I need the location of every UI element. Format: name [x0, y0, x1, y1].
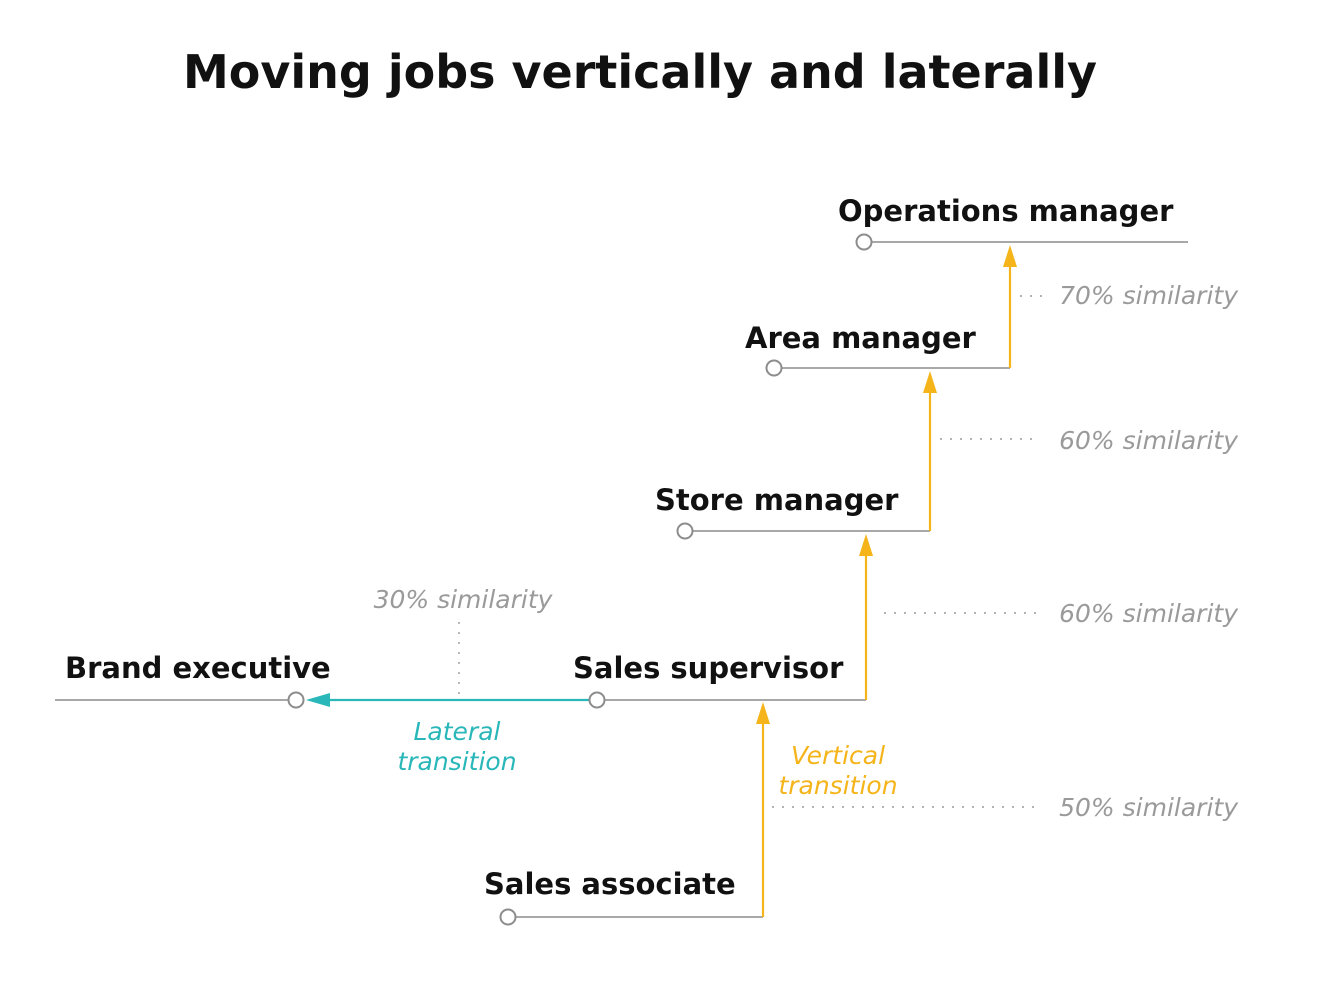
similarity-label-50: 50% similarity: [1059, 793, 1239, 822]
operations-manager-label: Operations manager: [838, 194, 1174, 228]
area-manager-label: Area manager: [745, 321, 977, 355]
lateral-transition-label-line2: transition: [397, 747, 516, 776]
operations-manager-node: [855, 233, 873, 251]
similarity-label-60-upper: 60% similarity: [1059, 426, 1239, 455]
store-manager-label: Store manager: [655, 483, 899, 517]
similarity-label-70: 70% similarity: [1059, 281, 1239, 310]
lateral-transition-label-line1: Lateral: [414, 717, 501, 746]
diagram-title: Moving jobs vertically and laterally: [183, 45, 1097, 99]
sales-associate-node: [499, 908, 517, 926]
store-manager-node: [676, 522, 694, 540]
sales-supervisor-label: Sales supervisor: [573, 651, 844, 685]
vertical-transition-label-line1: Vertical: [791, 741, 885, 770]
sales-associate-label: Sales associate: [484, 867, 736, 901]
similarity-label-30: 30% similarity: [374, 585, 554, 614]
vertical-arrowhead-4: [1003, 245, 1017, 267]
lateral-arrowhead: [306, 693, 330, 707]
vertical-arrowhead-1: [756, 702, 770, 724]
vertical-transition-label-line2: transition: [778, 771, 897, 800]
brand-executive-node: [287, 691, 305, 709]
area-manager-node: [765, 359, 783, 377]
sales-supervisor-node: [588, 691, 606, 709]
vertical-arrowhead-3: [923, 371, 937, 393]
vertical-arrowhead-2: [859, 534, 873, 556]
brand-executive-label: Brand executive: [65, 651, 331, 685]
similarity-label-60-lower: 60% similarity: [1059, 599, 1239, 628]
